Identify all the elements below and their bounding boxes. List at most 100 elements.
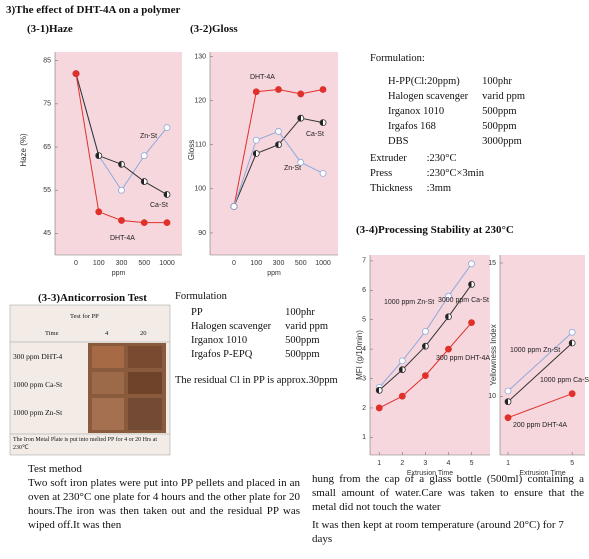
x-tick-label: 300 — [116, 260, 128, 267]
y-tick-label: 110 — [195, 142, 206, 149]
x-tick-label: 1000 — [159, 260, 175, 267]
column-header: 20 — [140, 330, 147, 337]
column-header: Time — [45, 330, 59, 337]
note: The residual Cl in PP is approx.30ppm — [175, 375, 338, 386]
series-label: 3000 ppm Ca-St — [438, 297, 489, 304]
y-tick-label: 2 — [362, 405, 366, 412]
data-point — [504, 387, 512, 395]
data-point — [95, 152, 103, 160]
data-point — [275, 128, 282, 135]
data-point — [375, 404, 383, 412]
chart-title: (3-1)Haze — [27, 23, 73, 35]
data-point — [319, 86, 327, 93]
table-cell: 500ppm — [285, 335, 320, 346]
chart: 1 2 3 4 5 6 7 1 2 3 4 5 Extrusion Time MFI (g/10min) 1… — [355, 255, 490, 477]
x-tick-label: 4 — [447, 460, 451, 467]
data-point — [297, 158, 305, 166]
y-tick-label: 100 — [194, 186, 206, 193]
plot-background — [370, 255, 490, 455]
y-tick-label: 10 — [488, 393, 496, 400]
data-point — [421, 372, 429, 379]
row-label: 1000 ppm Ca-St — [13, 380, 63, 389]
x-tick-label: 100 — [250, 260, 262, 267]
x-tick-label: 300 — [273, 260, 285, 267]
series-label: DHT-4A — [250, 74, 275, 81]
data-point — [252, 150, 260, 157]
data-point — [568, 390, 576, 398]
table-cell: Halogen scavenger — [388, 91, 469, 102]
table-cell: Irganox 1010 — [191, 335, 248, 346]
data-point — [275, 141, 282, 149]
x-tick-label: 0 — [74, 260, 78, 267]
row-label: 300 ppm DHT-4 — [13, 352, 63, 361]
plot-background — [210, 52, 338, 255]
series-label: 1000 ppm Zn-St — [510, 347, 560, 354]
series-label: 1000 ppm Ca-St — [540, 377, 589, 384]
data-point — [398, 357, 406, 365]
page-title: 3)The effect of DHT-4A on a polymer — [6, 4, 181, 16]
data-point — [275, 86, 282, 93]
x-tick-label: 500 — [295, 260, 307, 267]
y-tick-label: 75 — [43, 101, 51, 108]
table-cell: Press — [370, 168, 393, 179]
series-label: 300 ppm DHT-4A — [436, 355, 490, 362]
x-tick-label: 1000 — [315, 260, 331, 267]
series-line — [507, 331, 573, 392]
x-tick-label: 5 — [570, 460, 574, 467]
table-row: Thickness:3mm — [370, 181, 488, 196]
plot-background — [500, 255, 585, 455]
table-header: Test for PP — [70, 313, 99, 320]
series-label: DHT-4A — [110, 235, 135, 242]
data-point — [140, 219, 148, 227]
x-tick-label: 5 — [470, 460, 474, 467]
table-cell: Irgafos P-EPQ — [191, 349, 253, 360]
y-tick-label: 55 — [43, 187, 51, 194]
table-row: DBS 3000ppm — [388, 134, 529, 149]
data-point — [568, 339, 576, 347]
table-cell: :3mm — [426, 183, 452, 194]
table-cell: 500ppm — [285, 349, 320, 360]
table-cell: :230°C×3min — [426, 168, 484, 179]
formulation-table: PP 100phr Halogen scavenger varid ppm Irgano… — [191, 306, 332, 362]
x-tick-label: 0 — [232, 260, 236, 267]
data-point — [140, 178, 148, 185]
data-point — [468, 281, 475, 288]
y-tick-label: 130 — [194, 53, 206, 60]
data-point — [504, 398, 512, 406]
table-row: H-PP(Cl:20ppm) 100phr — [388, 74, 529, 89]
data-point — [118, 217, 125, 224]
table-footer: The Iron Metal Plate is put into melted … — [13, 437, 158, 451]
x-axis-label: ppm — [112, 270, 126, 277]
x-axis-label: Extrusion Time — [519, 470, 565, 477]
x-axis-label: Extrusion Time — [407, 470, 453, 477]
series-label: 200 ppm DHT-4A — [513, 422, 567, 429]
data-point — [163, 219, 171, 227]
data-point — [398, 392, 406, 400]
data-point — [468, 319, 475, 327]
x-tick-label: 1 — [506, 460, 510, 467]
data-point — [140, 152, 148, 160]
x-axis-label: ppm — [267, 270, 281, 277]
series-line — [507, 342, 573, 403]
data-point — [398, 366, 406, 374]
table-cell: Irganox 1010 — [388, 106, 445, 117]
y-tick-label: 7 — [362, 258, 366, 265]
data-point — [118, 160, 125, 168]
formulation: Formulation: H-PP(Cl:20ppm) 100phr Halogen… — [370, 52, 529, 196]
table-row: Irganox 1010 500ppm — [388, 104, 529, 119]
data-point — [319, 169, 327, 177]
data-point — [421, 328, 429, 335]
data-point — [297, 114, 305, 122]
formulation-title: Formulation — [175, 291, 227, 302]
section-heading: (3-3)Anticorrosion Test — [38, 292, 147, 304]
table-row: Press :230°C×3min — [370, 166, 488, 181]
data-point — [445, 345, 452, 353]
data-point — [468, 260, 475, 268]
formulation-table: H-PP(Cl:20ppm) 100phr Halogen scavenger var… — [388, 74, 529, 149]
table-cell: varid ppm — [285, 321, 329, 332]
formulation: Formulation PP 100phr Halogen scavenger var… — [175, 290, 338, 388]
anticorrosion-table — [9, 304, 171, 456]
plot-background — [55, 52, 182, 255]
test-method-cont: hung from the cap of a glass bottle (500… — [312, 472, 584, 546]
